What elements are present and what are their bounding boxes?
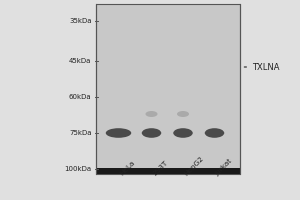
Ellipse shape — [177, 111, 189, 117]
Bar — [96, 4, 240, 174]
Text: Jurkat: Jurkat — [214, 158, 234, 177]
Text: HeLa: HeLa — [118, 160, 136, 177]
Text: HepG2: HepG2 — [183, 155, 205, 177]
Bar — [96, 168, 240, 174]
Text: 293T: 293T — [152, 160, 169, 177]
Text: 45kDa: 45kDa — [69, 58, 92, 64]
Text: 75kDa: 75kDa — [69, 130, 92, 136]
Text: 60kDa: 60kDa — [69, 94, 92, 100]
Ellipse shape — [146, 111, 158, 117]
Text: 35kDa: 35kDa — [69, 18, 92, 24]
Ellipse shape — [106, 128, 131, 138]
Ellipse shape — [205, 128, 224, 138]
Ellipse shape — [142, 128, 161, 138]
Ellipse shape — [173, 128, 193, 138]
Text: 100kDa: 100kDa — [64, 166, 92, 172]
Text: TXLNA: TXLNA — [244, 62, 280, 72]
